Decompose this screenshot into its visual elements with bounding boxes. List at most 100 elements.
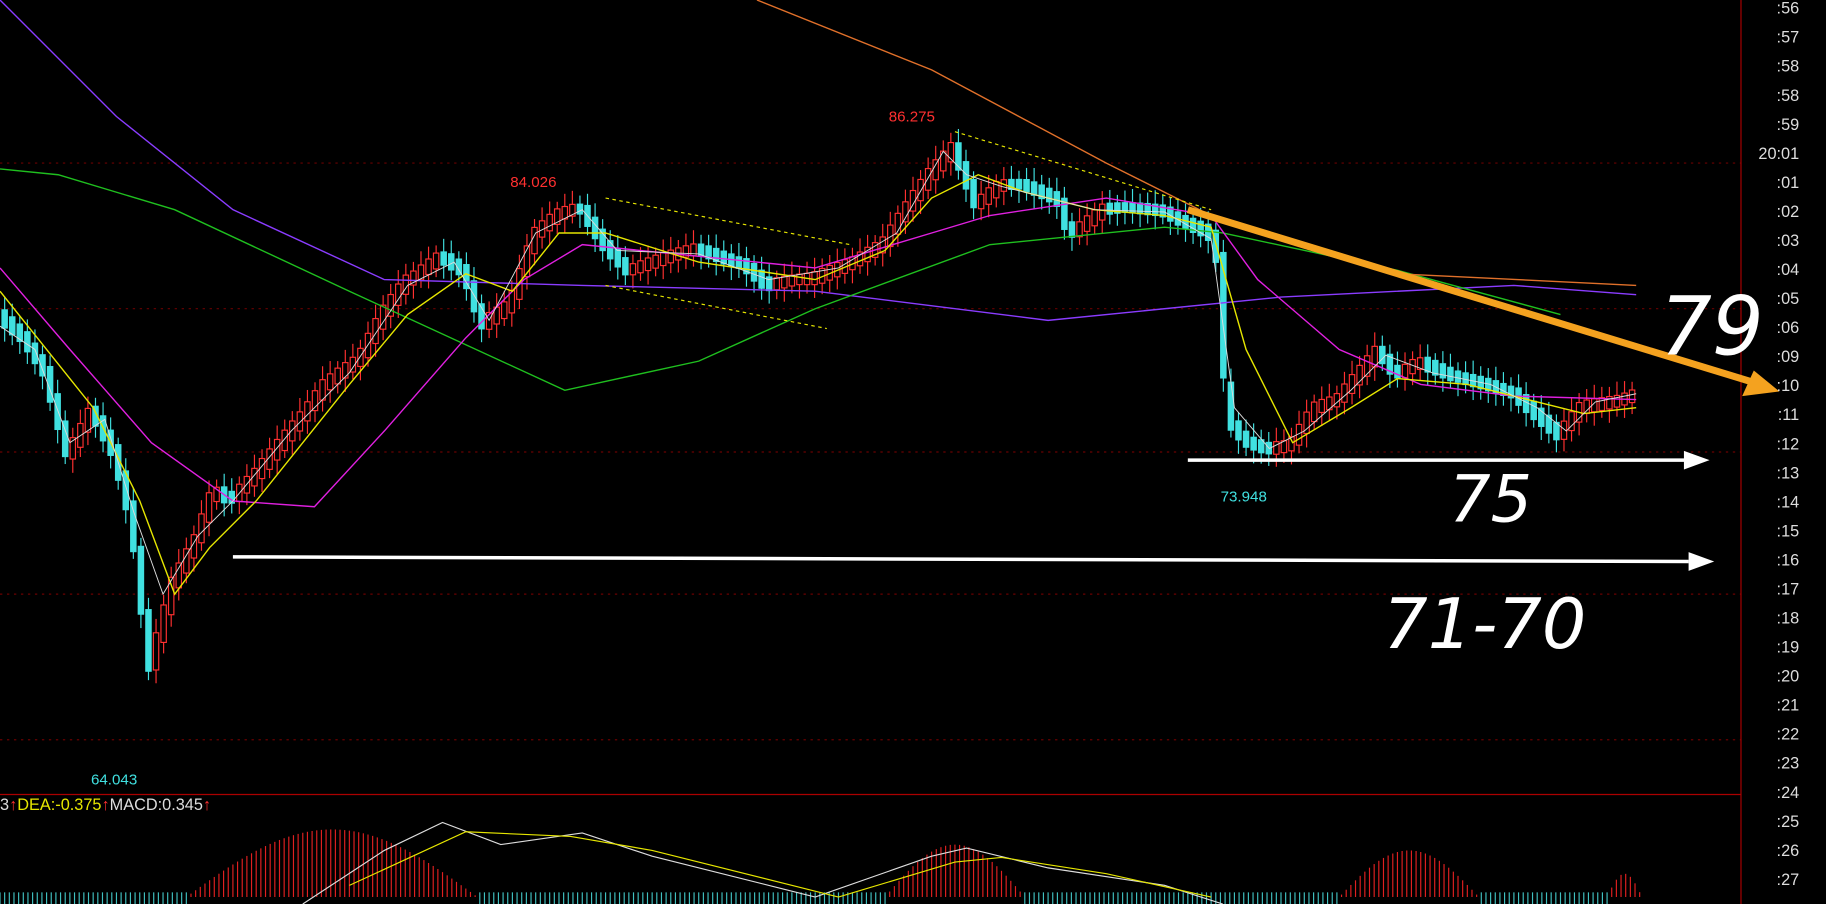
time-label: :14 bbox=[1777, 493, 1800, 511]
candle-body bbox=[735, 256, 743, 269]
dea-line bbox=[349, 831, 1212, 898]
candle-body bbox=[1212, 229, 1220, 263]
candle-body bbox=[1447, 366, 1454, 382]
legend-arrow: ↑ bbox=[9, 796, 17, 814]
price-high: 86.275 bbox=[889, 109, 935, 126]
candle-body bbox=[1356, 364, 1363, 386]
candle-body bbox=[561, 205, 569, 220]
candle-body bbox=[1538, 407, 1545, 427]
time-label: :17 bbox=[1777, 580, 1800, 598]
candle-body bbox=[637, 260, 644, 274]
candle-body bbox=[1220, 251, 1227, 379]
candle-body bbox=[39, 354, 46, 377]
candle-body bbox=[326, 373, 334, 391]
candle-body bbox=[1439, 363, 1447, 379]
candle-body bbox=[1091, 209, 1098, 227]
time-label: :27 bbox=[1777, 871, 1800, 889]
candle-body bbox=[569, 203, 576, 217]
candle-body bbox=[705, 245, 712, 260]
candle-body bbox=[1250, 436, 1257, 451]
macd-histogram bbox=[0, 821, 1641, 904]
candle-body bbox=[531, 226, 538, 255]
support-arrow-71 bbox=[232, 555, 1689, 564]
candle-body bbox=[758, 269, 765, 289]
macd-label: MACD: bbox=[110, 796, 163, 814]
candle-body bbox=[1098, 203, 1106, 221]
candle-body bbox=[788, 274, 796, 287]
candle-body bbox=[864, 246, 871, 263]
candle-body bbox=[1545, 414, 1553, 434]
candle-body bbox=[553, 208, 561, 225]
candle-body bbox=[24, 331, 31, 353]
candle-body bbox=[1197, 220, 1204, 237]
legend-prefix: 3 bbox=[0, 796, 9, 814]
candle-body bbox=[1394, 364, 1401, 379]
candle-body bbox=[16, 323, 24, 343]
time-label: :21 bbox=[1777, 697, 1800, 715]
candle-body bbox=[8, 316, 16, 336]
time-label: :12 bbox=[1777, 435, 1800, 453]
time-label: :19 bbox=[1777, 639, 1800, 657]
time-label: :23 bbox=[1777, 755, 1800, 773]
ma-white bbox=[0, 150, 1637, 596]
candle-body bbox=[1553, 421, 1560, 441]
time-label: :13 bbox=[1777, 464, 1800, 482]
time-label: :25 bbox=[1777, 813, 1800, 831]
candle-body bbox=[357, 347, 364, 368]
candle-body bbox=[447, 253, 455, 271]
candle-body bbox=[750, 262, 758, 282]
candle-body bbox=[1568, 411, 1575, 432]
candle-body bbox=[773, 277, 781, 291]
time-label: :26 bbox=[1777, 842, 1800, 860]
candle-body bbox=[1015, 178, 1023, 190]
candle-body bbox=[387, 293, 394, 317]
candle-body bbox=[1076, 221, 1083, 238]
candle-body bbox=[470, 280, 478, 313]
candle-body bbox=[213, 486, 220, 503]
candle-body bbox=[924, 168, 932, 191]
candle-body bbox=[1273, 441, 1280, 455]
candle-body bbox=[1530, 400, 1537, 421]
candle-body bbox=[902, 201, 909, 223]
candle-body bbox=[917, 178, 924, 202]
candle-body bbox=[1257, 439, 1265, 454]
candle-body bbox=[1341, 383, 1348, 403]
time-label: :57 bbox=[1777, 29, 1800, 47]
candle-body bbox=[1401, 363, 1409, 379]
candle-body bbox=[1606, 395, 1613, 410]
candle-body bbox=[228, 490, 236, 504]
candle-body bbox=[137, 545, 145, 615]
candle-body bbox=[463, 264, 470, 290]
time-label: :58 bbox=[1777, 87, 1800, 105]
candle-body bbox=[122, 470, 130, 511]
ma-purple bbox=[0, 0, 1637, 322]
drawings bbox=[232, 131, 1780, 571]
candle-body bbox=[1310, 401, 1318, 423]
time-label: :01 bbox=[1777, 174, 1800, 192]
ma-magenta bbox=[0, 197, 1637, 508]
arrow-head bbox=[1683, 450, 1710, 470]
candle-body bbox=[811, 271, 818, 286]
candle-body bbox=[947, 141, 955, 163]
candle-body bbox=[856, 251, 864, 267]
candle-body bbox=[1106, 202, 1114, 215]
dif-line bbox=[302, 821, 1223, 904]
candle-body bbox=[1288, 436, 1295, 452]
candle-body bbox=[1083, 215, 1091, 232]
candle-body bbox=[576, 203, 584, 215]
candle-body bbox=[1159, 204, 1167, 218]
candle-body bbox=[1061, 197, 1068, 230]
candle-body bbox=[1053, 191, 1061, 207]
candle-body bbox=[599, 228, 606, 252]
candle-body bbox=[1242, 430, 1250, 448]
candle-body bbox=[160, 604, 167, 643]
ma-orange bbox=[756, 0, 1637, 287]
moving-averages bbox=[0, 0, 1637, 596]
time-label: :56 bbox=[1777, 0, 1800, 18]
candle-body bbox=[1023, 179, 1030, 193]
candle-body bbox=[289, 420, 296, 442]
candle-body bbox=[84, 407, 92, 433]
candle-body bbox=[319, 379, 326, 401]
